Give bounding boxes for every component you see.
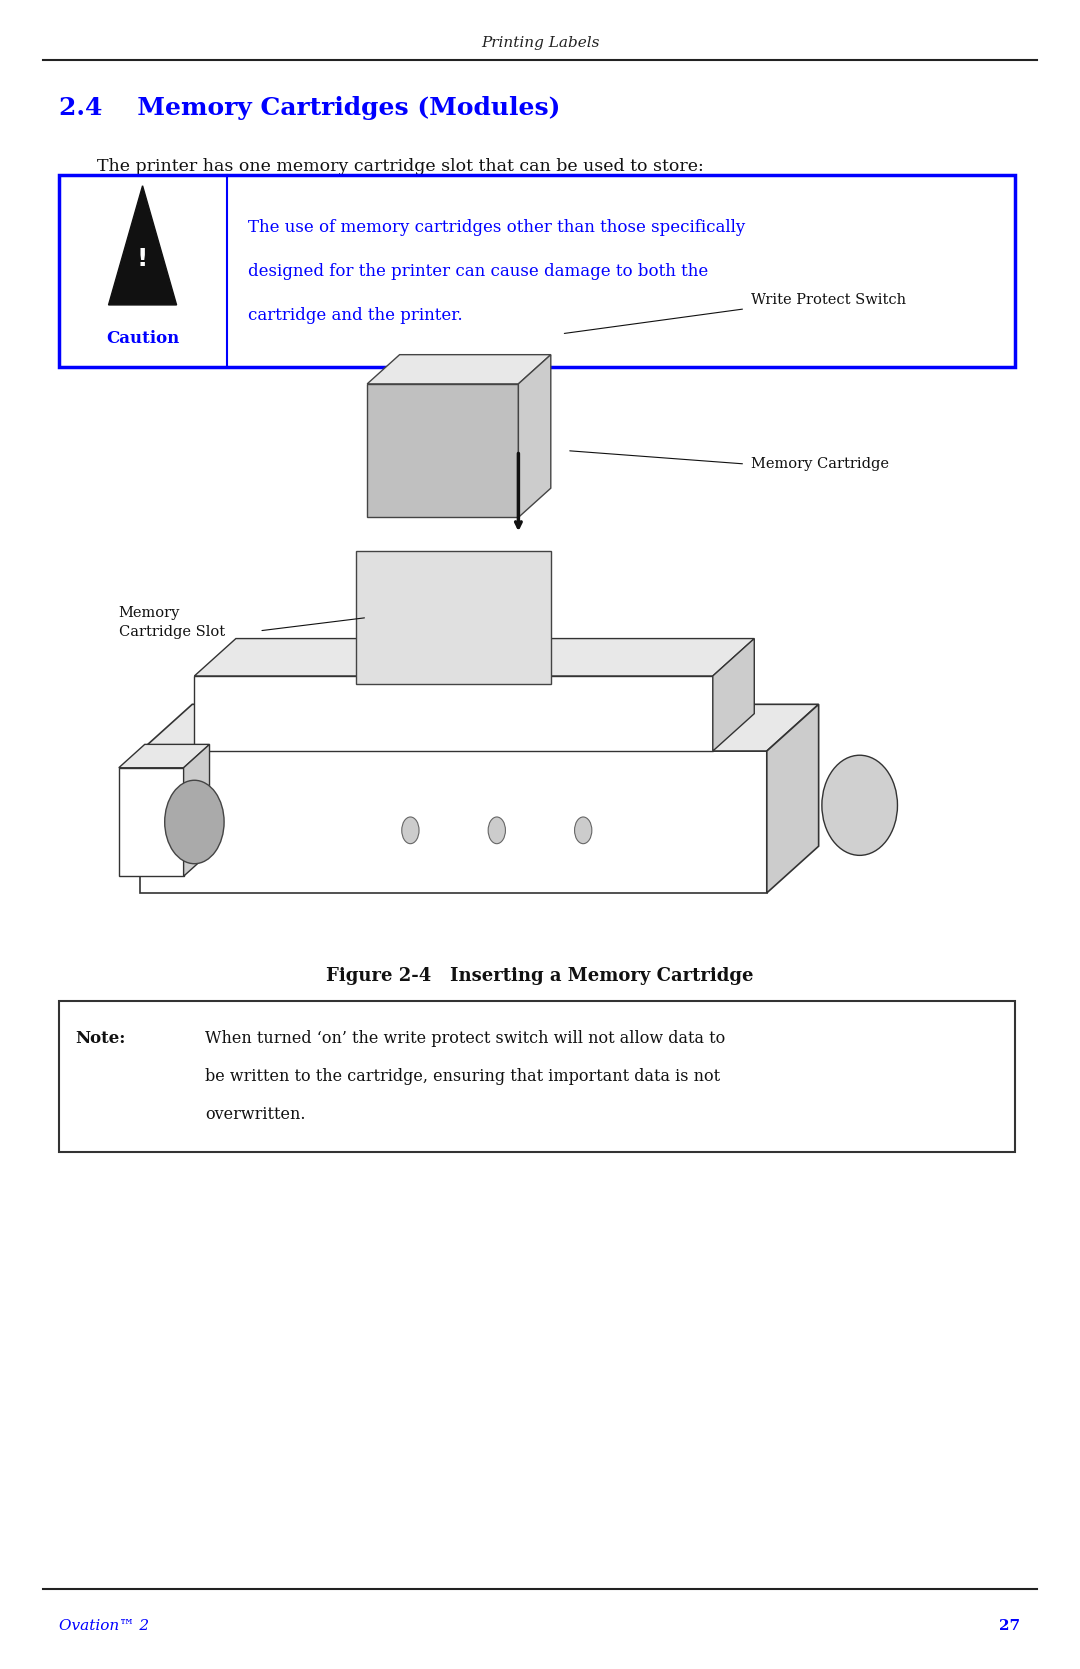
Text: 27: 27: [999, 1619, 1021, 1632]
FancyBboxPatch shape: [59, 175, 1015, 367]
Text: Ovation™ 2: Ovation™ 2: [59, 1619, 149, 1632]
Ellipse shape: [822, 754, 897, 855]
Text: Figure 2-4   Inserting a Memory Cartridge: Figure 2-4 Inserting a Memory Cartridge: [326, 968, 754, 985]
Text: The use of memory cartridges other than those specifically: The use of memory cartridges other than …: [248, 219, 745, 235]
Text: overwritten.: overwritten.: [205, 1105, 306, 1123]
Polygon shape: [108, 185, 177, 305]
Ellipse shape: [165, 779, 225, 863]
Polygon shape: [518, 355, 551, 517]
Text: cartridge and the printer.: cartridge and the printer.: [248, 307, 463, 324]
Text: 2.4    Memory Cartridges (Modules): 2.4 Memory Cartridges (Modules): [59, 97, 561, 120]
Polygon shape: [767, 704, 819, 893]
Text: designed for the printer can cause damage to both the: designed for the printer can cause damag…: [248, 262, 708, 280]
Polygon shape: [713, 639, 754, 751]
Text: Memory
Cartridge Slot: Memory Cartridge Slot: [119, 606, 225, 639]
Circle shape: [488, 816, 505, 843]
Polygon shape: [356, 551, 551, 684]
Polygon shape: [367, 384, 518, 517]
Text: be written to the cartridge, ensuring that important data is not: be written to the cartridge, ensuring th…: [205, 1068, 720, 1085]
Text: graphic images; smooth formed fonts; and label formats that can be: graphic images; smooth formed fonts; and…: [97, 189, 698, 205]
Polygon shape: [367, 355, 551, 384]
FancyBboxPatch shape: [59, 1001, 1015, 1152]
Polygon shape: [140, 704, 819, 751]
Text: !: !: [137, 247, 148, 272]
Circle shape: [402, 816, 419, 843]
Polygon shape: [119, 744, 210, 768]
Circle shape: [575, 816, 592, 843]
Polygon shape: [194, 676, 713, 751]
Text: The printer has one memory cartridge slot that can be used to store:: The printer has one memory cartridge slo…: [97, 159, 704, 175]
Polygon shape: [184, 744, 210, 876]
Text: Caution: Caution: [106, 330, 179, 347]
Text: Printing Labels: Printing Labels: [481, 37, 599, 50]
Text: When turned ‘on’ the write protect switch will not allow data to: When turned ‘on’ the write protect switc…: [205, 1030, 726, 1048]
Polygon shape: [119, 768, 184, 876]
Text: recalled by host computers.: recalled by host computers.: [97, 219, 342, 235]
Text: Note:: Note:: [76, 1030, 126, 1048]
Text: Write Protect Switch: Write Protect Switch: [751, 294, 906, 307]
Polygon shape: [194, 639, 754, 676]
Polygon shape: [140, 751, 767, 893]
Text: Memory Cartridge: Memory Cartridge: [751, 457, 889, 471]
